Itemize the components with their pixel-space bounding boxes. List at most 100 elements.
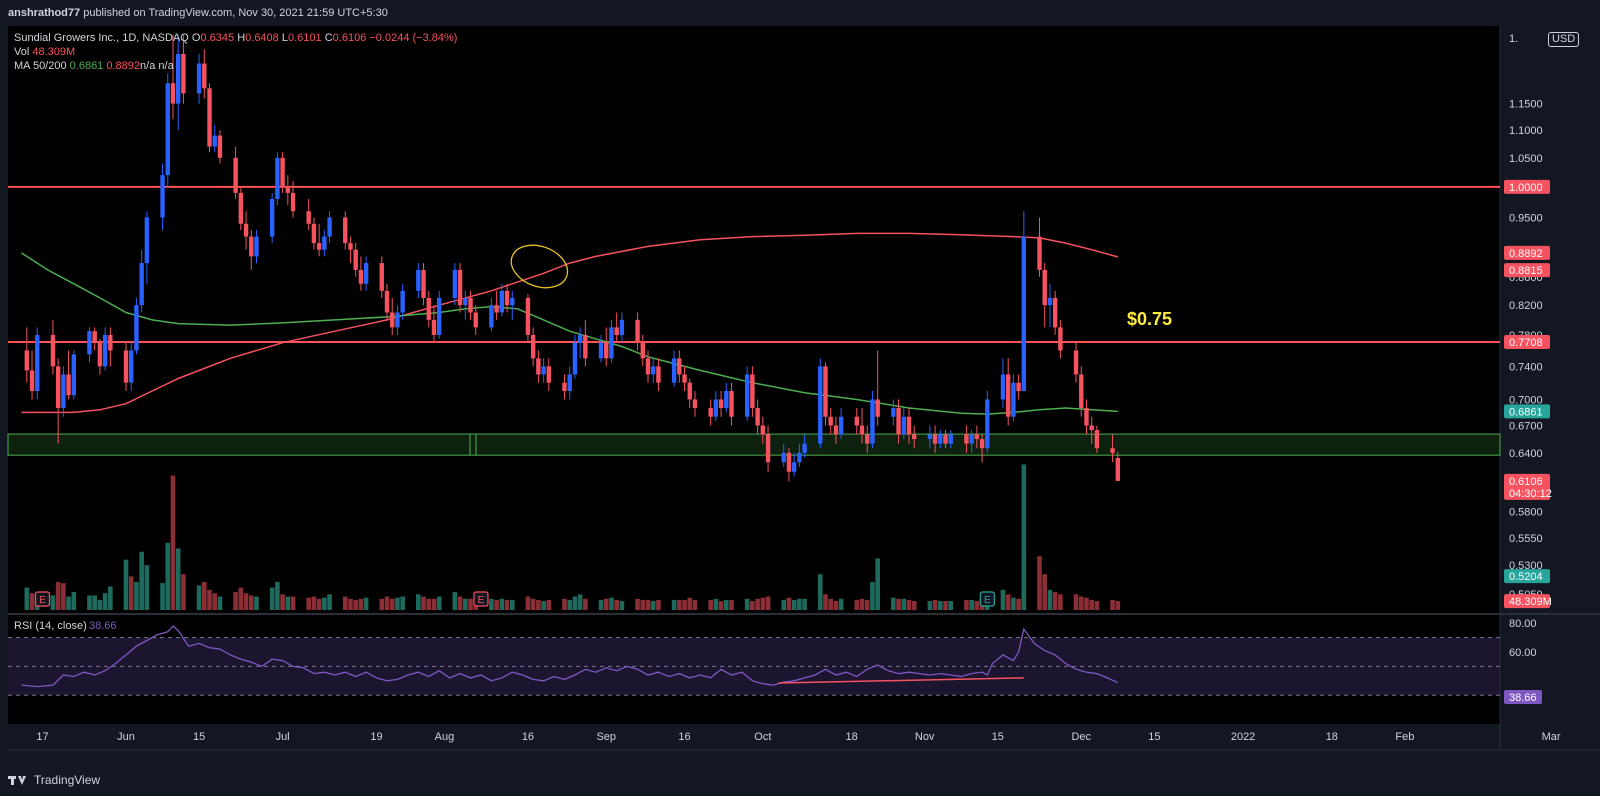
candle — [66, 350, 71, 400]
candle-body — [755, 408, 760, 426]
candle-body — [61, 374, 66, 409]
footer-brand: TradingView — [8, 773, 100, 787]
volume-bar — [175, 548, 181, 610]
price-label-text: 0.8892 — [1509, 248, 1543, 260]
price-label: 0.6861 — [1504, 404, 1550, 419]
candle — [322, 230, 327, 257]
candle-body — [1115, 457, 1120, 481]
candle-body — [269, 198, 275, 237]
candle — [452, 263, 458, 306]
volume-bar — [327, 594, 332, 610]
candle — [833, 416, 839, 444]
volume-bar — [833, 601, 839, 610]
earnings-marker-icon[interactable]: E — [34, 591, 51, 607]
ma-na-2: n/a — [158, 60, 174, 72]
volume-bar — [964, 599, 969, 610]
volume-bar — [802, 598, 807, 610]
volume-bar — [421, 596, 426, 610]
volume-bar — [713, 598, 719, 610]
volume-bar — [87, 595, 92, 610]
candle-body — [546, 366, 552, 383]
volume-bar — [562, 598, 567, 610]
candle — [859, 408, 865, 444]
volume-bar — [275, 582, 280, 610]
candle-body — [1079, 374, 1084, 409]
candle — [1073, 342, 1079, 383]
volume-bar — [650, 601, 656, 610]
volume-bar — [859, 598, 865, 610]
currency-button[interactable]: USD — [1548, 32, 1580, 47]
candle-body — [55, 366, 61, 409]
candle — [828, 408, 833, 435]
symbol-title[interactable]: Sundial Growers Inc., 1D, NASDAQ — [14, 32, 189, 44]
time-tick: 17 — [36, 731, 48, 743]
legend-ohlc: Sundial Growers Inc., 1D, NASDAQ O0.6345… — [14, 32, 457, 44]
price-label-box — [1504, 263, 1550, 278]
volume-bar — [943, 601, 948, 610]
ma-label[interactable]: MA 50/200 — [14, 60, 67, 72]
candle — [713, 391, 719, 422]
volume-bar — [525, 596, 531, 610]
candle-body — [604, 342, 609, 359]
candle-body — [238, 192, 244, 224]
candle-body — [744, 374, 750, 417]
earnings-marker-icon[interactable]: E — [979, 591, 995, 607]
volume-bar — [248, 595, 254, 610]
candle-body — [102, 334, 108, 367]
rsi-title: RSI (14, close) — [14, 620, 87, 632]
candle — [463, 290, 468, 320]
candle-body — [974, 434, 980, 440]
candle — [358, 256, 364, 291]
volume-bar — [760, 597, 766, 610]
candle — [108, 327, 113, 367]
volume-bar — [102, 593, 108, 610]
earnings-marker-box — [34, 591, 51, 607]
volume-bar — [1052, 592, 1058, 610]
price-label-countdown: 04:30:12 — [1509, 488, 1552, 500]
candle-body — [562, 382, 567, 392]
candle — [290, 180, 296, 218]
earnings-marker-letter: E — [39, 595, 46, 606]
volume-bar — [577, 594, 583, 610]
volume-bar — [128, 576, 134, 610]
candle — [729, 382, 734, 426]
volume-bar — [463, 598, 468, 610]
candle — [92, 327, 97, 351]
candle-body — [348, 243, 353, 250]
candle — [1052, 290, 1058, 335]
volume-bar — [750, 601, 755, 610]
volume-bar — [217, 596, 223, 610]
candle-body — [249, 236, 254, 257]
candle — [912, 425, 917, 449]
rsi-tick: 80.00 — [1509, 618, 1537, 630]
publisher-user[interactable]: anshrathod77 — [8, 7, 81, 19]
candle-body — [760, 425, 766, 435]
high-value: 0.6408 — [245, 32, 279, 44]
vol-label[interactable]: Vol — [14, 46, 30, 58]
earnings-marker-icon[interactable]: E — [473, 591, 489, 607]
candle — [426, 290, 431, 328]
candle-body — [437, 297, 442, 335]
price-tick: 1. — [1509, 33, 1518, 45]
candle-body — [275, 157, 280, 199]
candle — [87, 327, 92, 363]
candle — [818, 358, 823, 449]
volume-bar — [306, 597, 311, 610]
candle — [927, 425, 933, 449]
candle — [781, 443, 786, 467]
candle — [306, 198, 311, 231]
price-label-text: 0.7708 — [1509, 337, 1543, 349]
candle-body — [786, 452, 792, 472]
earnings-marker-box — [979, 591, 995, 607]
candle-body — [1000, 374, 1006, 400]
volume-bar — [233, 592, 238, 610]
candle-body — [969, 434, 974, 444]
candle — [823, 362, 828, 426]
candle-body — [572, 342, 578, 375]
candle — [974, 425, 980, 449]
candle-body — [494, 305, 499, 313]
candle — [651, 358, 656, 383]
candle-body — [635, 319, 640, 343]
volume-bar — [901, 598, 907, 610]
